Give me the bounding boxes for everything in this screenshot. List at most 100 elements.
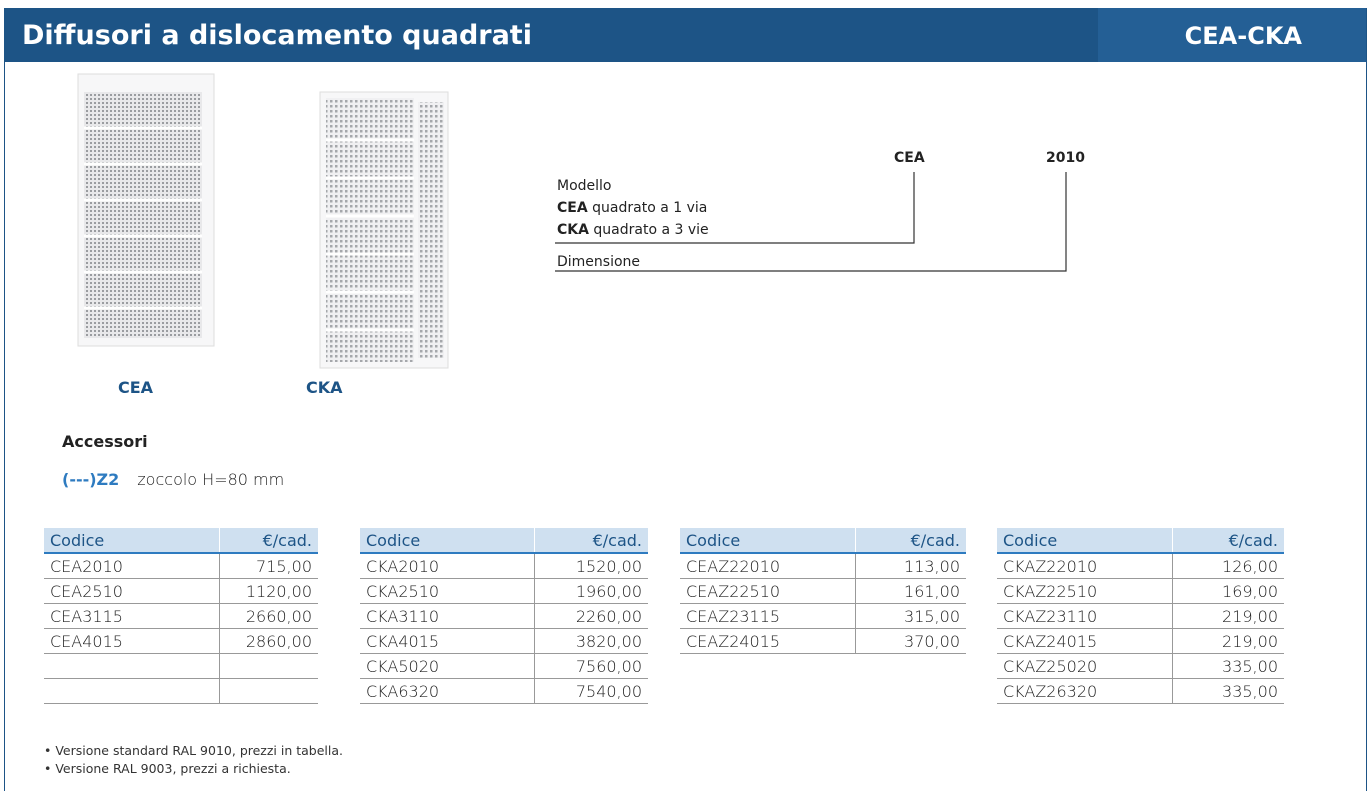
price-cell: 1960,00 (534, 578, 648, 604)
price-cell: 1120,00 (218, 578, 318, 604)
diagram-label: Modello (557, 178, 612, 194)
price-cell: 169,00 (1171, 578, 1284, 604)
code-cell: CKAZ23110 (997, 603, 1173, 629)
price-cell: 2860,00 (218, 628, 318, 654)
empty-cell (218, 653, 318, 679)
empty-cell (44, 678, 220, 704)
row: CEAZ22010 113,00 (680, 553, 966, 579)
header-cell: Codice (997, 528, 1173, 554)
row: CKA2510 1960,00 (360, 578, 648, 604)
accessories-title: Accessori (62, 432, 148, 451)
row: CKAZ22010 126,00 (997, 553, 1284, 579)
row: CKA4015 3820,00 (360, 628, 648, 654)
row: CKA2010 1520,00 (360, 553, 648, 579)
product-label: CKA (306, 378, 343, 397)
header-code-bar (1098, 8, 1366, 62)
row: CEAZ22510 161,00 (680, 578, 966, 604)
price-cell: 219,00 (1171, 603, 1284, 629)
empty-cell (218, 678, 318, 704)
code-cell: CKA4015 (360, 628, 535, 654)
code-cell: CEAZ22510 (680, 578, 856, 604)
price-cell: 1520,00 (534, 553, 648, 579)
empty-cell (44, 653, 220, 679)
row: CEA4015 2860,00 (44, 628, 318, 654)
header-row: Codice €/cad. (997, 528, 1284, 554)
code-cell: CEAZ23115 (680, 603, 856, 629)
row: CKAZ23110 219,00 (997, 603, 1284, 629)
code-cell: CKAZ24015 (997, 628, 1173, 654)
empty-row (44, 653, 318, 679)
model-code: CEA (557, 200, 588, 216)
row: CKA5020 7560,00 (360, 653, 648, 679)
price-cell: 715,00 (218, 553, 318, 579)
code-cell: CEA4015 (44, 628, 220, 654)
row: CEA2010 715,00 (44, 553, 318, 579)
header-cell: €/cad. (854, 528, 966, 554)
header-row: Codice €/cad. (44, 528, 318, 554)
header-cell: Codice (680, 528, 856, 554)
row: CKAZ25020 335,00 (997, 653, 1284, 679)
frame (4, 8, 1367, 791)
code-cell: CKA5020 (360, 653, 535, 679)
diagram-model: CKA quadrato a 3 vie (557, 222, 709, 238)
header-cell: Codice (44, 528, 220, 554)
price-cell: 370,00 (854, 628, 966, 654)
price-cell: 335,00 (1171, 653, 1284, 679)
row: CEAZ23115 315,00 (680, 603, 966, 629)
code-cell: CEA3115 (44, 603, 220, 629)
row: CEA2510 1120,00 (44, 578, 318, 604)
price-cell: 113,00 (854, 553, 966, 579)
diagram-part: 2010 (1046, 150, 1085, 166)
header-row: Codice €/cad. (680, 528, 966, 554)
empty-row (44, 678, 318, 704)
row: CKAZ24015 219,00 (997, 628, 1284, 654)
code-cell: CKA6320 (360, 678, 535, 704)
code-diagram-lines (555, 172, 1067, 272)
title: Diffusori a dislocamento quadrati (22, 20, 532, 51)
header-cell: €/cad. (534, 528, 648, 554)
model-text: quadrato a 3 vie (593, 222, 709, 238)
product-label: CEA (118, 378, 154, 397)
code-cell: CEA2510 (44, 578, 220, 604)
header-row: Codice €/cad. (360, 528, 648, 554)
code-cell: CEAZ22010 (680, 553, 856, 579)
accessory-text: zoccolo H=80 mm (137, 470, 285, 489)
code: CEA-CKA (1184, 22, 1302, 50)
model-text: quadrato a 1 via (592, 200, 708, 216)
diagram-model: CEA quadrato a 1 via (557, 200, 707, 216)
row: CKA6320 7540,00 (360, 678, 648, 704)
accessory-code: (---)Z2 (62, 470, 120, 489)
code-cell: CKA2010 (360, 553, 535, 579)
price-cell: 7560,00 (534, 653, 648, 679)
product-images (77, 73, 449, 369)
price-cell: 315,00 (854, 603, 966, 629)
price-cell: 2260,00 (534, 603, 648, 629)
code-cell: CKAZ22510 (997, 578, 1173, 604)
code-cell: CKA2510 (360, 578, 535, 604)
header-cell: Codice (360, 528, 535, 554)
code-cell: CKAZ26320 (997, 678, 1173, 704)
price-table: Codice €/cad. CEAZ22010 113,00 CEAZ22510 161,… (680, 528, 966, 654)
header-cell: €/cad. (218, 528, 318, 554)
code-cell: CKAZ22010 (997, 553, 1173, 579)
price-cell: 2660,00 (218, 603, 318, 629)
price-table: Codice €/cad. CKA2010 1520,00 CKA2510 1960,00… (360, 528, 648, 704)
diagram-label: Dimensione (557, 254, 641, 270)
row: CKA3110 2260,00 (360, 603, 648, 629)
row: CEAZ24015 370,00 (680, 628, 966, 654)
price-cell: 3820,00 (534, 628, 648, 654)
note: • Versione RAL 9003, prezzi a richiesta. (44, 761, 291, 776)
code-cell: CEA2010 (44, 553, 220, 579)
accessory: (---)Z2 zoccolo H=80 mm (62, 470, 284, 489)
diagram-part: CEA (894, 150, 925, 166)
code-cell: CEAZ24015 (680, 628, 856, 654)
price-cell: 161,00 (854, 578, 966, 604)
model-code: CKA (557, 222, 589, 238)
price-cell: 335,00 (1171, 678, 1284, 704)
price-cell: 219,00 (1171, 628, 1284, 654)
row: CEA3115 2660,00 (44, 603, 318, 629)
header-cell: €/cad. (1171, 528, 1284, 554)
price-cell: 126,00 (1171, 553, 1284, 579)
row: CKAZ22510 169,00 (997, 578, 1284, 604)
